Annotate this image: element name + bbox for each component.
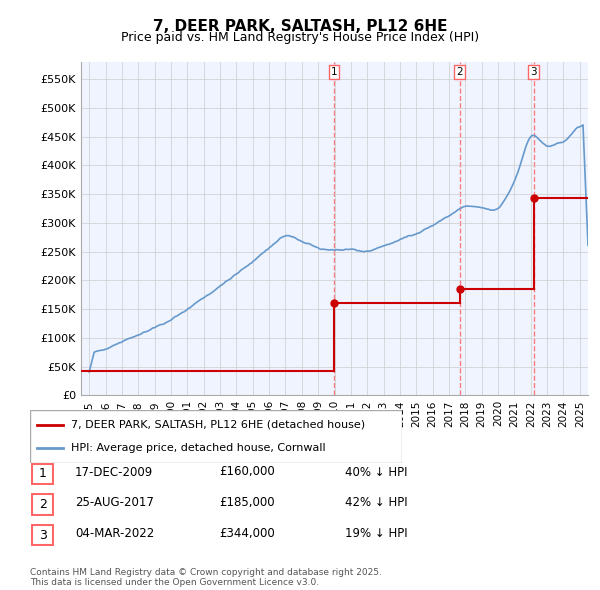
Text: 25-AUG-2017: 25-AUG-2017 [75,496,154,509]
Text: 1: 1 [331,67,337,77]
Text: 04-MAR-2022: 04-MAR-2022 [75,527,154,540]
Text: 3: 3 [38,529,47,542]
Text: 2: 2 [457,67,463,77]
Text: Price paid vs. HM Land Registry's House Price Index (HPI): Price paid vs. HM Land Registry's House … [121,31,479,44]
FancyBboxPatch shape [30,410,402,463]
Text: 2: 2 [38,498,47,511]
Text: HPI: Average price, detached house, Cornwall: HPI: Average price, detached house, Corn… [71,443,326,453]
Text: 19% ↓ HPI: 19% ↓ HPI [345,527,407,540]
Text: 42% ↓ HPI: 42% ↓ HPI [345,496,407,509]
Text: 3: 3 [530,67,537,77]
Text: £160,000: £160,000 [219,466,275,478]
Text: Contains HM Land Registry data © Crown copyright and database right 2025.
This d: Contains HM Land Registry data © Crown c… [30,568,382,587]
Text: 17-DEC-2009: 17-DEC-2009 [75,466,153,478]
FancyBboxPatch shape [32,494,53,514]
Text: £185,000: £185,000 [219,496,275,509]
Text: £344,000: £344,000 [219,527,275,540]
FancyBboxPatch shape [32,525,53,545]
Text: 40% ↓ HPI: 40% ↓ HPI [345,466,407,478]
Text: 7, DEER PARK, SALTASH, PL12 6HE (detached house): 7, DEER PARK, SALTASH, PL12 6HE (detache… [71,420,365,430]
Text: 1: 1 [38,467,47,480]
Text: 7, DEER PARK, SALTASH, PL12 6HE: 7, DEER PARK, SALTASH, PL12 6HE [153,19,447,34]
FancyBboxPatch shape [32,464,53,484]
